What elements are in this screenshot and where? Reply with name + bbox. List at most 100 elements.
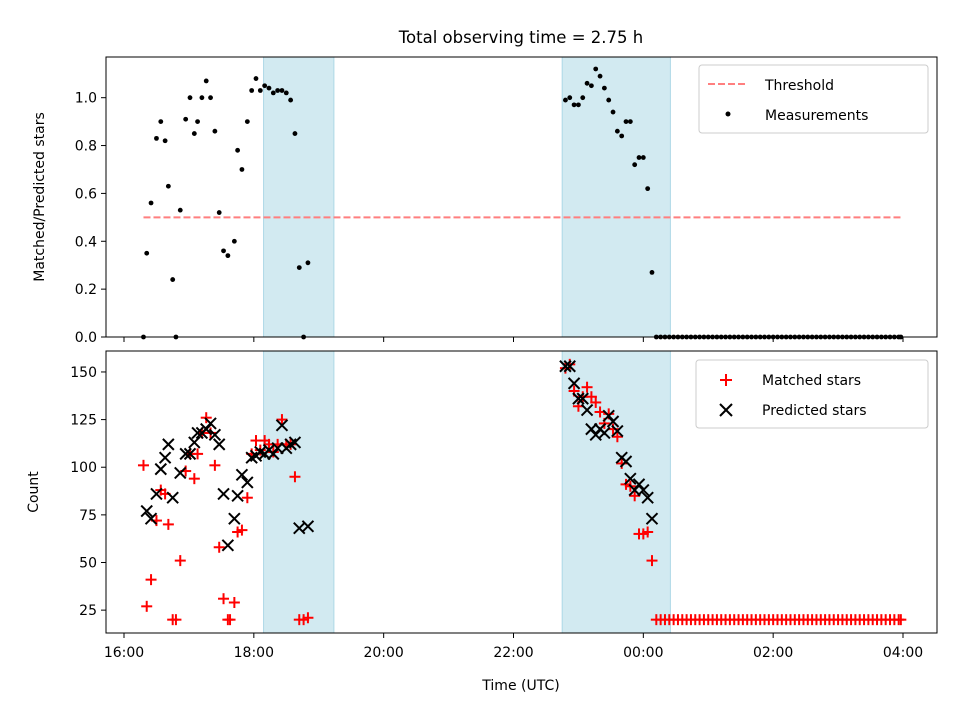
measurement-point (266, 85, 272, 91)
bottom-x-tick-label: 02:00 (753, 645, 793, 661)
predicted-x-b (567, 377, 581, 390)
bottom-y-tick-label: 25 (79, 603, 97, 619)
bottom-panel: 25 50 75 100 125 150 16:00 18:00 20:00 22:00 00:0… (26, 350, 938, 694)
matched-star-point (276, 414, 288, 426)
predicted-star-point (221, 539, 235, 552)
predicted-star-point (641, 491, 654, 504)
predicted-x-b (188, 436, 201, 449)
legend-threshold-label: Threshold (764, 78, 834, 94)
predicted-x-b (179, 447, 192, 461)
predicted-star-point (567, 377, 581, 390)
measurement-point (262, 83, 268, 89)
bottom-x-axis-label: Time (UTC) (481, 678, 559, 694)
predicted-star-point (228, 512, 241, 525)
predicted-x-b (576, 392, 589, 405)
bottom-shaded-interval-1 (263, 350, 335, 634)
predicted-x-b (254, 445, 267, 459)
measurement-point (154, 135, 159, 141)
matched-star-point (174, 555, 186, 567)
predicted-star-point (624, 472, 637, 485)
predicted-x-b (241, 476, 254, 489)
matched-star-point (642, 526, 654, 538)
measurement-point (208, 95, 213, 101)
bottom-x-tick-label: 16:00 (104, 645, 144, 661)
predicted-x-b (598, 426, 611, 440)
top-shaded-interval-2 (561, 56, 671, 338)
predicted-x-b (217, 487, 230, 501)
measurement-point (589, 83, 594, 89)
matched-star-point (170, 614, 182, 626)
predicted-star-point (204, 417, 217, 430)
predicted-x-b (293, 521, 306, 535)
measurement-point (580, 95, 586, 101)
predicted-x-b (301, 520, 315, 533)
measurement-point (183, 116, 189, 122)
predicted-x-b (228, 512, 241, 525)
top-y-tick-label: 1.0 (75, 91, 97, 107)
measurement-point (225, 253, 231, 259)
predicted-x-b (572, 392, 585, 405)
measurement-point (576, 102, 581, 108)
top-axes-frame (105, 56, 938, 338)
predicted-star-point (140, 504, 153, 518)
bottom-y-axis-label: Count (26, 471, 42, 513)
measurement-point (148, 200, 154, 206)
measurement-point (275, 88, 281, 93)
bottom-legend: Matched stars Predicted stars (695, 359, 929, 429)
predicted-star-point (166, 491, 179, 504)
predicted-x-b (158, 451, 172, 464)
predicted-x-b (183, 447, 197, 461)
legend-predicted-marker (719, 403, 733, 417)
measurement-point (144, 250, 150, 256)
predicted-star-point (217, 487, 230, 501)
predicted-star-point (150, 487, 163, 501)
measurement-point (283, 90, 289, 96)
legend-measurements-label: Measurements (765, 108, 868, 124)
predicted-x-b (563, 360, 576, 373)
measurement-point (296, 265, 302, 270)
matched-star-point (224, 614, 236, 626)
predicted-star-point (208, 428, 222, 442)
predicted-star-point (188, 436, 201, 449)
measurement-point (623, 119, 629, 125)
matched-star-point (218, 593, 230, 605)
predicted-star-point (235, 468, 249, 482)
predicted-x-b (162, 438, 175, 451)
predicted-x-b (166, 491, 179, 504)
predicted-x-b (580, 403, 594, 417)
measurement-point (221, 248, 226, 254)
predicted-x-b (641, 491, 654, 504)
predicted-x-b (559, 360, 572, 373)
measurement-point (571, 102, 577, 108)
measurement-point (191, 131, 197, 136)
predicted-x-b (606, 415, 620, 428)
bottom-y-tick-label: 125 (70, 413, 97, 429)
measurement-point (253, 76, 259, 81)
matched-star-point (590, 396, 602, 408)
measurement-point (610, 109, 616, 115)
measurement-point (187, 95, 193, 101)
predicted-x-b (208, 428, 222, 442)
measurement-point (199, 95, 205, 101)
predicted-x-b (191, 426, 204, 440)
bottom-x-tick-label: 00:00 (623, 645, 663, 661)
figure-title: Total observing time = 2.75 h (398, 28, 643, 47)
matched-star-point (192, 448, 204, 460)
measurement-point (614, 128, 620, 134)
predicted-star-point (580, 403, 594, 417)
legend-predicted-label: Predicted stars (762, 403, 867, 419)
bottom-x-tick-label: 18:00 (234, 645, 274, 661)
matched-star-point (228, 597, 240, 609)
matched-star-point (188, 473, 200, 485)
predicted-x-b (213, 438, 226, 451)
bottom-y-tick-label: 50 (79, 556, 97, 572)
measurement-point (640, 155, 646, 160)
predicted-star-point (619, 455, 633, 468)
matched-star-point (581, 381, 593, 393)
measurement-point (649, 269, 655, 275)
predicted-star-point (301, 520, 315, 533)
bottom-x-tick-label: 04:00 (883, 645, 923, 661)
measurement-point (567, 95, 573, 101)
matched-star-point (236, 524, 248, 536)
